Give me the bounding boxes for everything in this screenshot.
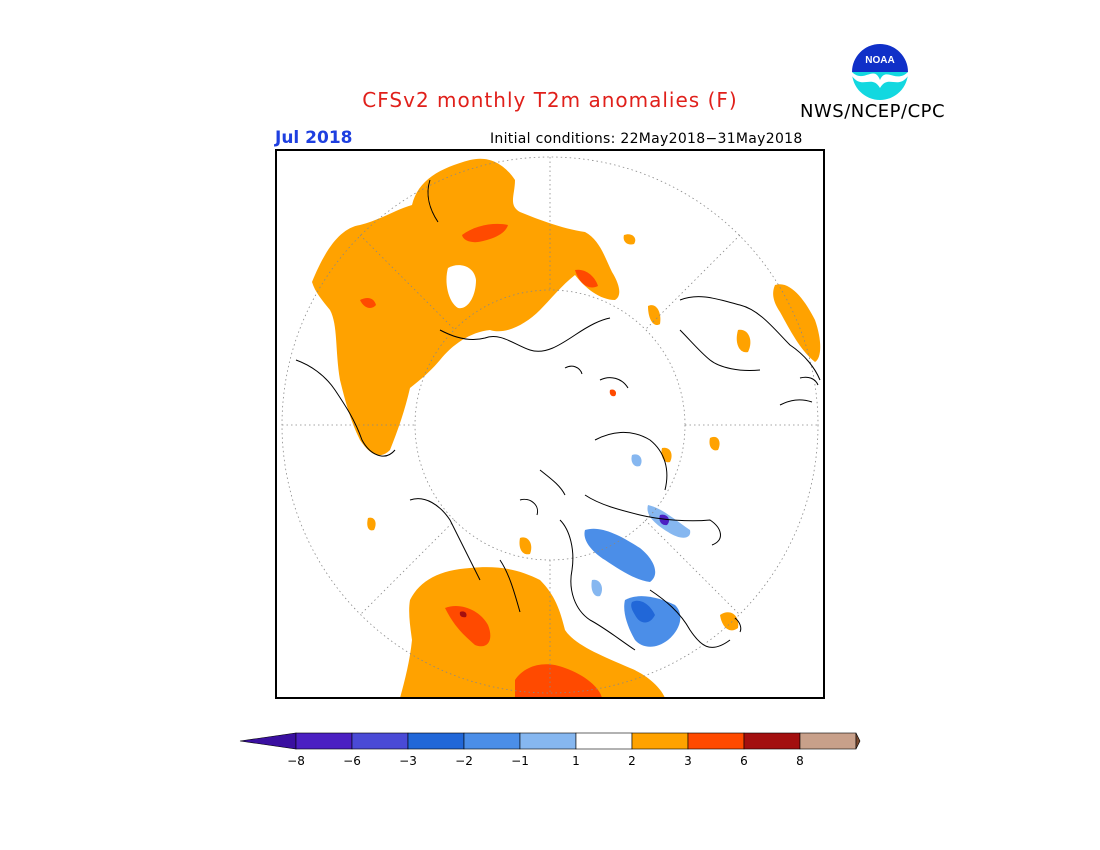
legend-swatch	[407, 732, 465, 750]
legend-tick-label: 6	[740, 754, 748, 768]
legend-swatch	[295, 732, 353, 750]
legend-swatch	[687, 732, 745, 750]
coastlines	[295, 179, 821, 651]
legend-swatch	[351, 732, 409, 750]
anomaly-region-canada-arctic	[584, 528, 656, 582]
graticule	[281, 156, 819, 694]
legend-swatch	[463, 732, 521, 750]
anomaly-spot-siberia	[462, 223, 508, 243]
anomaly-region-alaska	[773, 284, 821, 362]
legend-swatch	[519, 732, 577, 750]
legend-tick-label: −6	[343, 754, 361, 768]
legend-swatch	[799, 732, 857, 750]
anomaly-spot-europe-south	[515, 664, 602, 698]
legend-arrow-high	[855, 732, 861, 750]
legend-swatch	[575, 732, 633, 750]
anomaly-region-eurasia	[312, 158, 620, 456]
noaa-logo-text: NOAA	[865, 55, 894, 66]
anomaly-region-europe	[400, 567, 665, 698]
legend-tick-label: −1	[511, 754, 529, 768]
organization-label: NWS/NCEP/CPC	[800, 101, 946, 122]
legend-arrow-low	[239, 732, 297, 750]
legend-tick-label: 8	[796, 754, 804, 768]
legend-tick-label: 2	[628, 754, 636, 768]
anomaly-spot-chukotka	[575, 269, 598, 288]
legend-tick-label: 1	[572, 754, 580, 768]
map-title: CFSv2 monthly T2m anomalies (F)	[362, 88, 738, 112]
legend-tick-label: −8	[287, 754, 305, 768]
month-label: Jul 2018	[275, 128, 353, 148]
legend-tick-label: −3	[399, 754, 417, 768]
noaa-logo: NOAA	[849, 41, 911, 103]
map-frame	[275, 149, 825, 699]
legend-swatch	[631, 732, 689, 750]
legend-tick-label: 3	[684, 754, 692, 768]
anomaly-spot-urals	[360, 297, 376, 308]
initial-conditions-label: Initial conditions: 22May2018−31May2018	[490, 131, 803, 147]
legend-tick-label: −2	[455, 754, 473, 768]
anomaly-spot-europe-west	[445, 605, 491, 647]
legend-swatch	[743, 732, 801, 750]
